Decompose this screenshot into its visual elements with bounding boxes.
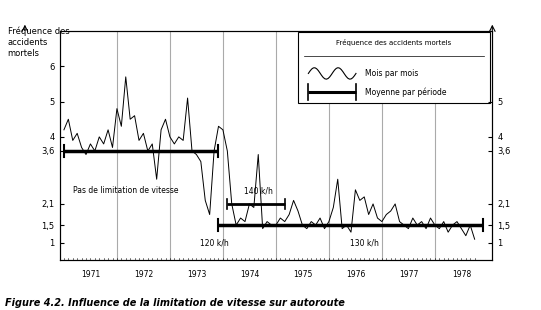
Text: 140 k/h: 140 k/h — [244, 186, 273, 195]
Text: 1978: 1978 — [452, 270, 471, 279]
Text: Fréquence des
accidents
mortels: Fréquence des accidents mortels — [8, 26, 69, 58]
Text: Pas de limitation de vitesse: Pas de limitation de vitesse — [73, 186, 179, 195]
Text: 1974: 1974 — [240, 270, 259, 279]
Text: Mois par mois: Mois par mois — [365, 69, 418, 78]
Text: 1972: 1972 — [134, 270, 153, 279]
Text: Figure 4.2. Influence de la limitation de vitesse sur autoroute: Figure 4.2. Influence de la limitation d… — [5, 299, 345, 308]
Text: 1971: 1971 — [81, 270, 100, 279]
Text: 1973: 1973 — [187, 270, 206, 279]
Text: 1976: 1976 — [346, 270, 365, 279]
Text: 130 k/h: 130 k/h — [350, 238, 379, 247]
Text: 120 k/h: 120 k/h — [200, 238, 228, 247]
Text: 1975: 1975 — [293, 270, 312, 279]
FancyBboxPatch shape — [298, 32, 490, 103]
Text: Moyenne par période: Moyenne par période — [365, 87, 446, 96]
Text: Fréquence des accidents mortels: Fréquence des accidents mortels — [336, 39, 452, 46]
Text: 1977: 1977 — [399, 270, 418, 279]
